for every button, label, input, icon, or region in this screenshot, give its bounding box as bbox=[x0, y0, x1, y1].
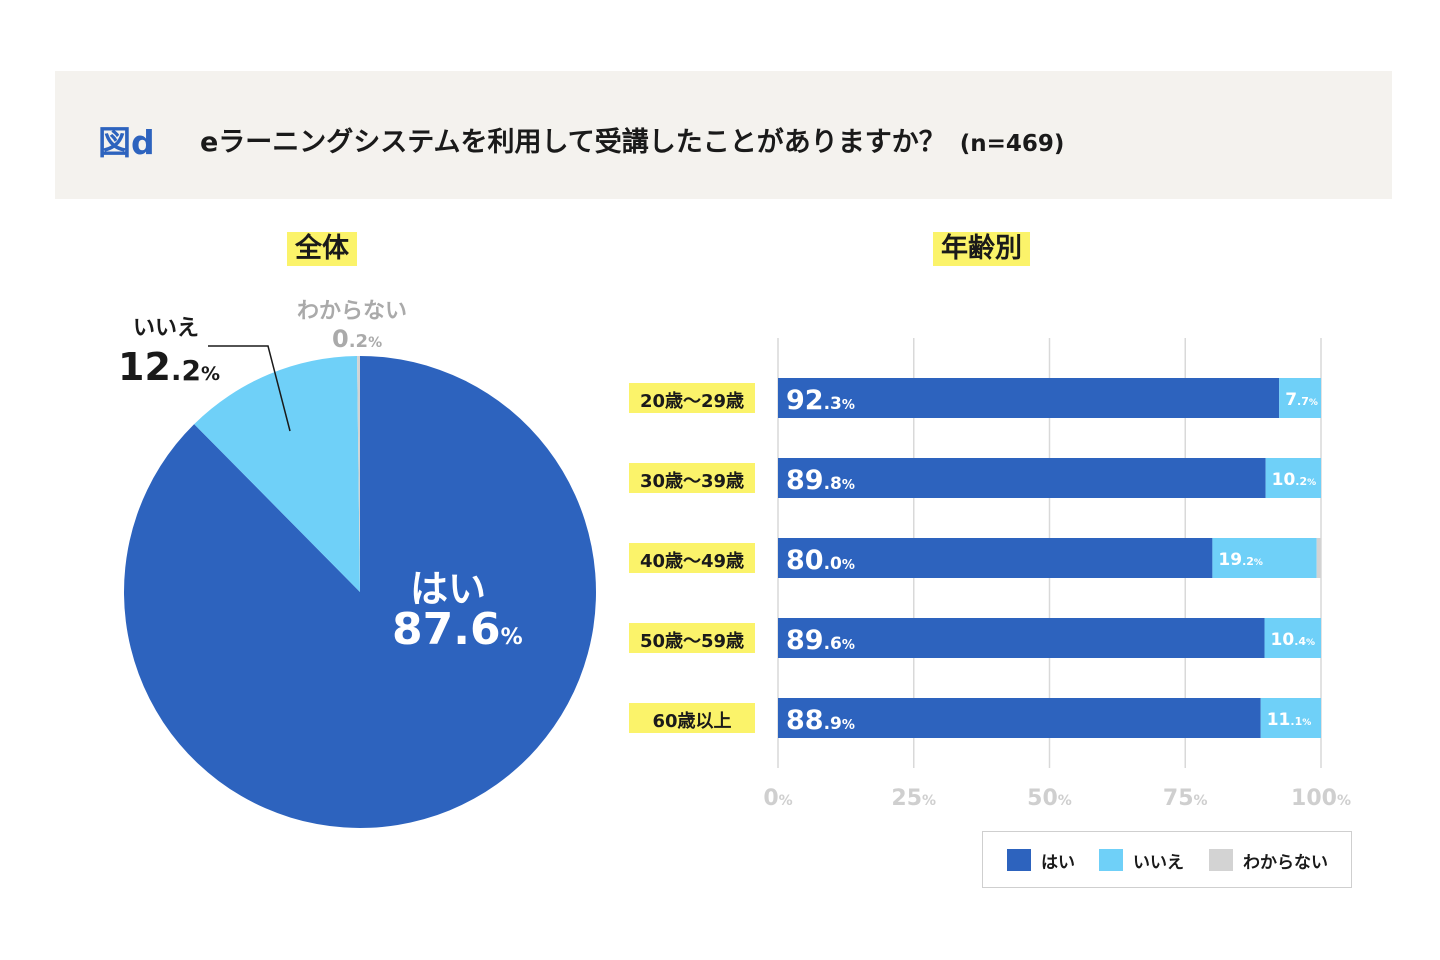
category-label-3: 50歳〜59歳 bbox=[640, 631, 744, 652]
pie-label-yes: はい bbox=[410, 567, 487, 611]
bar-no-0 bbox=[1279, 378, 1321, 418]
bar-value-no-2: 19.2% bbox=[1218, 550, 1263, 570]
x-tick-label-25: 25% bbox=[891, 786, 936, 811]
pie-leader-line-no bbox=[208, 345, 291, 432]
pie-value-yes-dec: .6 bbox=[453, 604, 501, 655]
bar-no-1 bbox=[1265, 458, 1321, 498]
bar-no-4 bbox=[1260, 698, 1321, 738]
legend-swatch-yes bbox=[1007, 849, 1031, 871]
category-label-0: 20歳〜29歳 bbox=[640, 391, 744, 412]
bar-value-yes-0: 92.3% bbox=[786, 385, 855, 416]
bar-yes-2 bbox=[778, 538, 1213, 578]
pie-label-no: いいえ bbox=[133, 316, 200, 341]
category-label-bg-2 bbox=[629, 543, 755, 573]
x-tick-label-75: 75% bbox=[1163, 786, 1208, 811]
legend-swatch-unknown bbox=[1209, 849, 1233, 871]
sample-size: (n=469) bbox=[959, 131, 1065, 157]
pie-label-unknown: わからない bbox=[297, 299, 408, 324]
pie-chart-title: 全体 bbox=[287, 232, 357, 266]
pie-value-yes-unit: % bbox=[500, 625, 523, 650]
legend-label-no: いいえ bbox=[1133, 852, 1184, 873]
header-banner bbox=[55, 71, 1392, 199]
legend-label-unknown: わからない bbox=[1243, 852, 1328, 873]
category-label-4: 60歳以上 bbox=[652, 711, 731, 732]
legend-item-unknown: わからない bbox=[1209, 849, 1328, 873]
bar-unknown-2 bbox=[1316, 538, 1321, 578]
category-label-2: 40歳〜49歳 bbox=[640, 551, 744, 572]
pie-value-no-dec: .2 bbox=[170, 354, 202, 387]
pie-value-no: 12.2% bbox=[118, 345, 220, 389]
legend-label-yes: はい bbox=[1041, 852, 1075, 873]
category-label-bg-4 bbox=[629, 703, 755, 733]
pie-value-unknown-int: 0 bbox=[332, 325, 349, 353]
pie-slice-unknown bbox=[357, 356, 360, 592]
pie-value-unknown-unit: % bbox=[368, 335, 383, 351]
legend: はい いいえ わからない bbox=[982, 831, 1352, 888]
pie-value-no-int: 12 bbox=[118, 345, 171, 389]
pie-value-yes-int: 87 bbox=[392, 604, 454, 655]
x-tick-label-50: 50% bbox=[1027, 786, 1072, 811]
bar-yes-0 bbox=[778, 378, 1280, 418]
pie-value-yes: 87.6% bbox=[392, 604, 523, 655]
pie-value-unknown: 0.2% bbox=[332, 325, 382, 353]
legend-item-yes: はい bbox=[1007, 849, 1075, 873]
bar-no-2 bbox=[1212, 538, 1317, 578]
chart-question: eラーニングシステムを利用して受講したことがありますか？ (n=469) bbox=[200, 120, 1064, 159]
legend-swatch-no bbox=[1099, 849, 1123, 871]
category-label-bg-1 bbox=[629, 463, 755, 493]
x-tick-label-0: 0% bbox=[763, 786, 792, 811]
bar-value-no-3: 10.4% bbox=[1271, 630, 1316, 650]
category-label-bg-3 bbox=[629, 623, 755, 653]
bar-value-no-1: 10.2% bbox=[1272, 470, 1317, 490]
bar-value-no-4: 11.1% bbox=[1267, 710, 1312, 730]
x-tick-label-100: 100% bbox=[1291, 786, 1351, 811]
question-text: eラーニングシステムを利用して受講したことがありますか？ bbox=[200, 127, 946, 158]
category-label-bg-0 bbox=[629, 383, 755, 413]
bar-chart-title: 年齢別 bbox=[933, 232, 1030, 266]
bar-no-3 bbox=[1264, 618, 1321, 658]
pie-value-unknown-dec: .2 bbox=[348, 331, 369, 352]
bar-yes-4 bbox=[778, 698, 1261, 738]
pie-slice-no bbox=[194, 356, 360, 592]
bar-yes-3 bbox=[778, 618, 1265, 658]
figure-tag: 図d bbox=[98, 123, 155, 162]
bar-yes-1 bbox=[778, 458, 1266, 498]
pie-value-no-unit: % bbox=[201, 363, 221, 385]
category-label-1: 30歳〜39歳 bbox=[640, 471, 744, 492]
legend-item-no: いいえ bbox=[1099, 849, 1184, 873]
